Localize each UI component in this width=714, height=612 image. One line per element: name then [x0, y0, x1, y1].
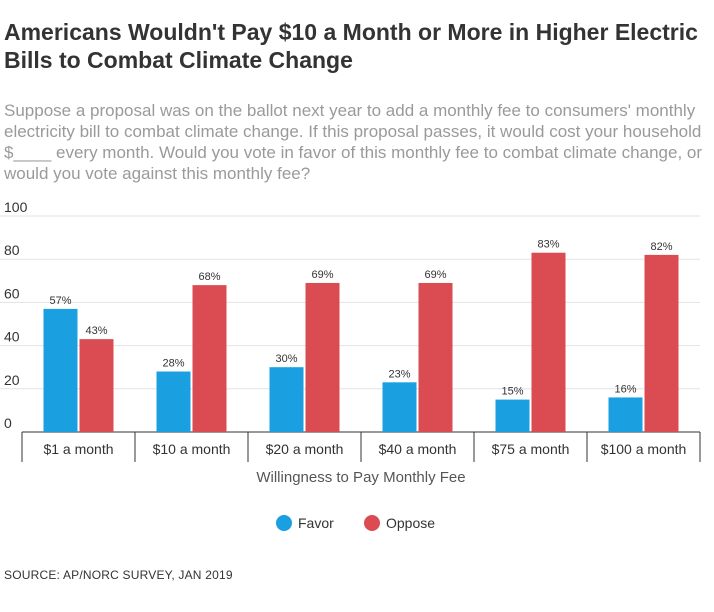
bar-favor	[43, 308, 78, 432]
x-tick-label: $40 a month	[379, 441, 457, 457]
legend-swatch-favor	[276, 515, 292, 531]
bar-favor	[382, 382, 417, 432]
data-label: 28%	[162, 358, 184, 370]
x-axis-title: Willingness to Pay Monthly Fee	[256, 469, 465, 486]
y-tick-label: 20	[4, 372, 20, 388]
legend-swatch-oppose	[364, 515, 380, 531]
data-label: 57%	[49, 295, 71, 307]
bar-favor	[269, 367, 304, 432]
bar-oppose	[531, 252, 566, 432]
bar-favor	[156, 371, 191, 432]
x-tick-label: $10 a month	[153, 441, 231, 457]
bar-oppose	[418, 282, 453, 432]
bar-chart: 0 20 40 60 80 100 $1 a month 57% 43% $10 a month 2…	[0, 200, 701, 531]
x-tick-label: $1 a month	[43, 441, 113, 457]
chart-title: Americans Wouldn't Pay $10 a Month or Mo…	[4, 19, 698, 73]
data-label: 69%	[424, 269, 446, 281]
data-label: 23%	[388, 368, 410, 380]
y-tick-label: 100	[4, 200, 28, 215]
bar-oppose	[192, 285, 227, 432]
data-label: 68%	[198, 271, 220, 283]
y-tick-label: 0	[4, 415, 12, 431]
bar-oppose	[305, 282, 340, 432]
data-label: 15%	[501, 386, 523, 398]
y-tick-label: 60	[4, 285, 20, 301]
legend-label-favor: Favor	[298, 515, 334, 531]
source-note: SOURCE: AP/NORC SURVEY, JAN 2019	[4, 568, 233, 582]
data-label: 16%	[614, 383, 636, 395]
x-tick-label: $75 a month	[492, 441, 570, 457]
bar-favor	[608, 397, 643, 432]
legend-label-oppose: Oppose	[386, 515, 435, 531]
chart-subtitle: Suppose a proposal was on the ballot nex…	[4, 101, 703, 183]
data-label: 43%	[85, 325, 107, 337]
bar-oppose	[644, 254, 679, 432]
x-tick-label: $100 a month	[601, 441, 687, 457]
bar-oppose	[79, 339, 114, 432]
y-tick-label: 40	[4, 329, 20, 345]
data-label: 82%	[650, 241, 672, 253]
data-label: 69%	[311, 269, 333, 281]
y-tick-label: 80	[4, 242, 20, 258]
data-label: 83%	[537, 239, 559, 251]
data-label: 30%	[275, 353, 297, 365]
bar-favor	[495, 399, 530, 432]
x-tick-label: $20 a month	[266, 441, 344, 457]
